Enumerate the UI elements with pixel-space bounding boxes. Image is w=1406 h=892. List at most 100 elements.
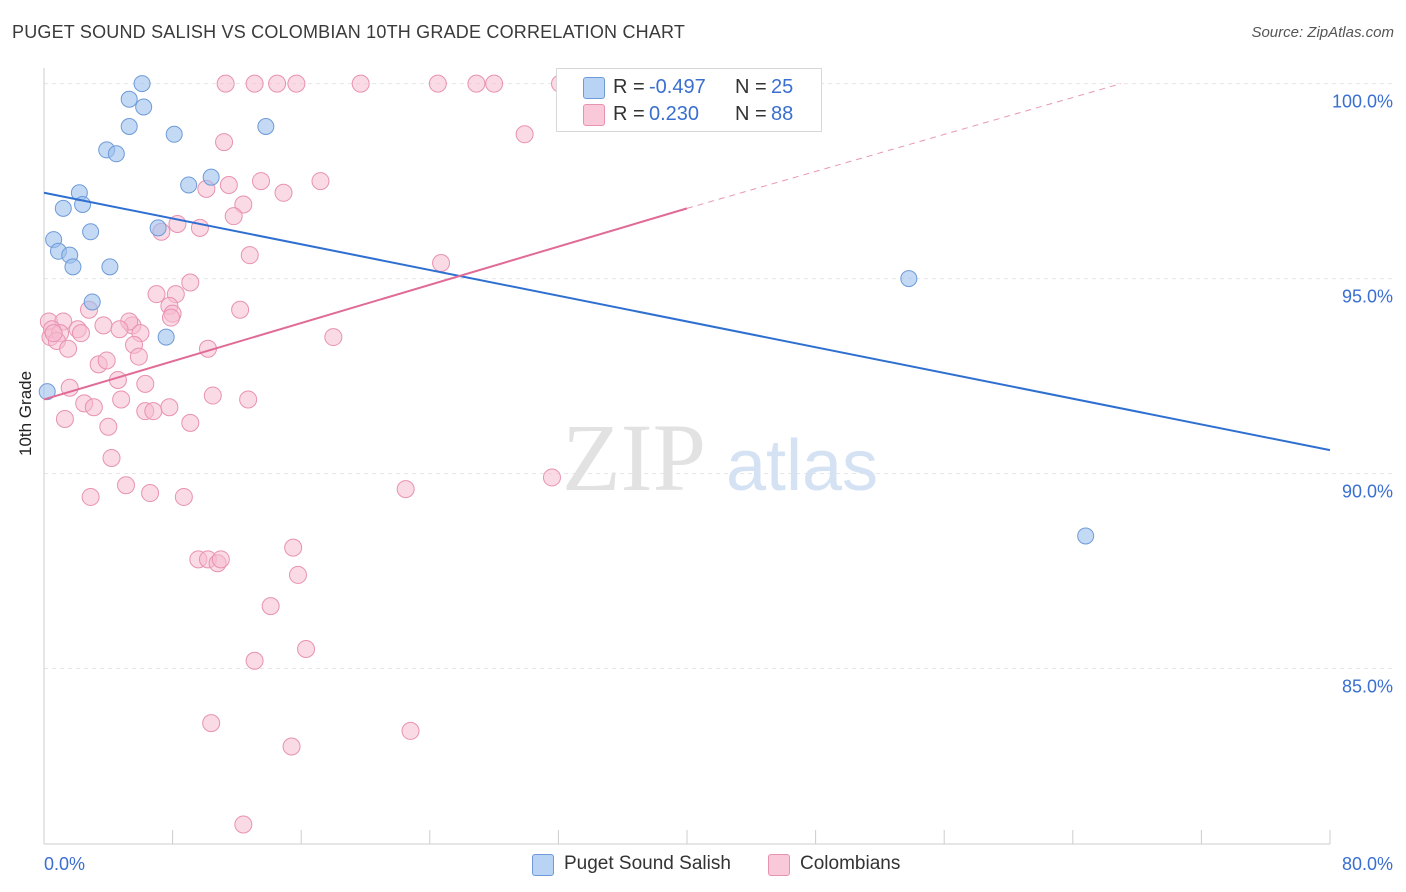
- colombians-point: [81, 487, 100, 506]
- x-tick-label: 80.0%: [1342, 854, 1393, 874]
- puget-point: [120, 90, 138, 108]
- colombians-point: [401, 721, 420, 740]
- colombians-point: [136, 374, 155, 393]
- colombians-point: [202, 714, 221, 733]
- colombians-points: [39, 74, 690, 834]
- puget-trend-line: [43, 191, 1331, 452]
- colombians-point: [160, 398, 179, 417]
- colombians-point: [268, 74, 287, 93]
- puget-swatch: [583, 77, 605, 99]
- colombians-point: [515, 125, 534, 144]
- colombians-point: [396, 480, 415, 499]
- colombians-point: [234, 815, 253, 834]
- puget-point: [120, 117, 138, 135]
- puget-point: [149, 219, 167, 237]
- axes: [43, 68, 1331, 845]
- puget-point: [54, 199, 72, 217]
- colombians-point: [245, 74, 264, 93]
- n-value: 25: [771, 76, 794, 98]
- colombians-point: [351, 74, 370, 93]
- puget-point: [38, 383, 56, 401]
- watermark-atlas: atlas: [726, 426, 878, 506]
- puget-swatch: [532, 854, 554, 876]
- colombians-point: [203, 386, 222, 405]
- n-value: 88: [771, 103, 794, 125]
- colombians-point: [485, 74, 504, 93]
- colombians-trend-extension: [686, 83, 1122, 209]
- puget-point: [64, 258, 82, 276]
- colombians-point: [141, 484, 160, 503]
- legend-label: Puget Sound Salish: [564, 853, 731, 874]
- x-tick-label: 0.0%: [44, 854, 85, 874]
- colombians-point: [181, 413, 200, 432]
- watermark: ZIP atlas: [562, 404, 878, 511]
- colombians-point: [84, 398, 103, 417]
- colombians-point: [274, 183, 293, 202]
- colombians-point: [234, 195, 253, 214]
- colombians-point: [324, 328, 343, 347]
- colombians-point: [240, 246, 259, 265]
- colombians-point: [231, 300, 250, 319]
- puget-points: [38, 75, 1095, 545]
- puget-point: [165, 125, 183, 143]
- colombians-point: [211, 550, 230, 569]
- puget-point: [202, 168, 220, 186]
- y-tick-label: 95.0%: [1342, 287, 1393, 307]
- puget-point: [180, 176, 198, 194]
- colombians-point: [252, 172, 271, 191]
- watermark-zip: ZIP: [562, 404, 706, 511]
- colombians-point: [99, 417, 118, 436]
- colombians-point: [112, 390, 131, 409]
- colombians-point: [287, 74, 306, 93]
- colombians-point: [284, 538, 303, 557]
- colombians-point: [147, 285, 166, 304]
- colombians-point: [102, 448, 121, 467]
- correlation-legend: R = -0.497 N = 25 R = 0.230 N = 88: [556, 68, 822, 132]
- colombians-point: [428, 74, 447, 93]
- colombians-point: [71, 324, 90, 343]
- colombians-point: [59, 339, 78, 358]
- colombians-point: [261, 597, 280, 616]
- colombians-swatch: [583, 104, 605, 126]
- colombians-point: [467, 74, 486, 93]
- colombians-point: [161, 308, 180, 327]
- series-legend: Puget Sound Salish Colombians: [0, 852, 1406, 878]
- colombians-point: [116, 476, 135, 495]
- legend-row-colombians: R = 0.230 N = 88: [557, 101, 821, 127]
- y-axis-label: 10th Grade: [16, 370, 35, 456]
- puget-point: [157, 328, 175, 346]
- y-tick-label: 85.0%: [1342, 677, 1393, 697]
- r-label: R =: [613, 103, 645, 125]
- colombians-point: [239, 390, 258, 409]
- colombians-point: [129, 347, 148, 366]
- grid-lines: [44, 83, 1394, 670]
- chart-title: PUGET SOUND SALISH VS COLOMBIAN 10TH GRA…: [12, 22, 686, 42]
- source-label: Source: ZipAtlas.com: [1251, 24, 1394, 41]
- colombians-point: [55, 409, 74, 428]
- colombians-point: [216, 74, 235, 93]
- puget-point: [133, 75, 151, 93]
- legend-label: Colombians: [800, 853, 901, 874]
- colombians-point: [282, 737, 301, 756]
- colombians-point: [44, 324, 63, 343]
- puget-point: [83, 293, 101, 311]
- colombians-point: [224, 207, 243, 226]
- colombians-point: [60, 378, 79, 397]
- n-label: N =: [735, 103, 767, 125]
- puget-point: [82, 223, 100, 241]
- colombians-point: [110, 320, 129, 339]
- colombians-swatch: [768, 854, 790, 876]
- y-tick-label: 90.0%: [1342, 482, 1393, 502]
- n-label: N =: [735, 76, 767, 98]
- colombians-point: [144, 402, 163, 421]
- puget-point: [107, 145, 125, 163]
- puget-point: [1077, 527, 1095, 545]
- trend-lines: [43, 83, 1331, 452]
- colombians-point: [215, 133, 234, 152]
- colombians-point: [311, 172, 330, 191]
- r-value: 0.230: [649, 103, 700, 125]
- colombians-point: [94, 316, 113, 335]
- colombians-trend-line: [43, 207, 688, 401]
- legend-row-puget: R = -0.497 N = 25: [557, 74, 821, 100]
